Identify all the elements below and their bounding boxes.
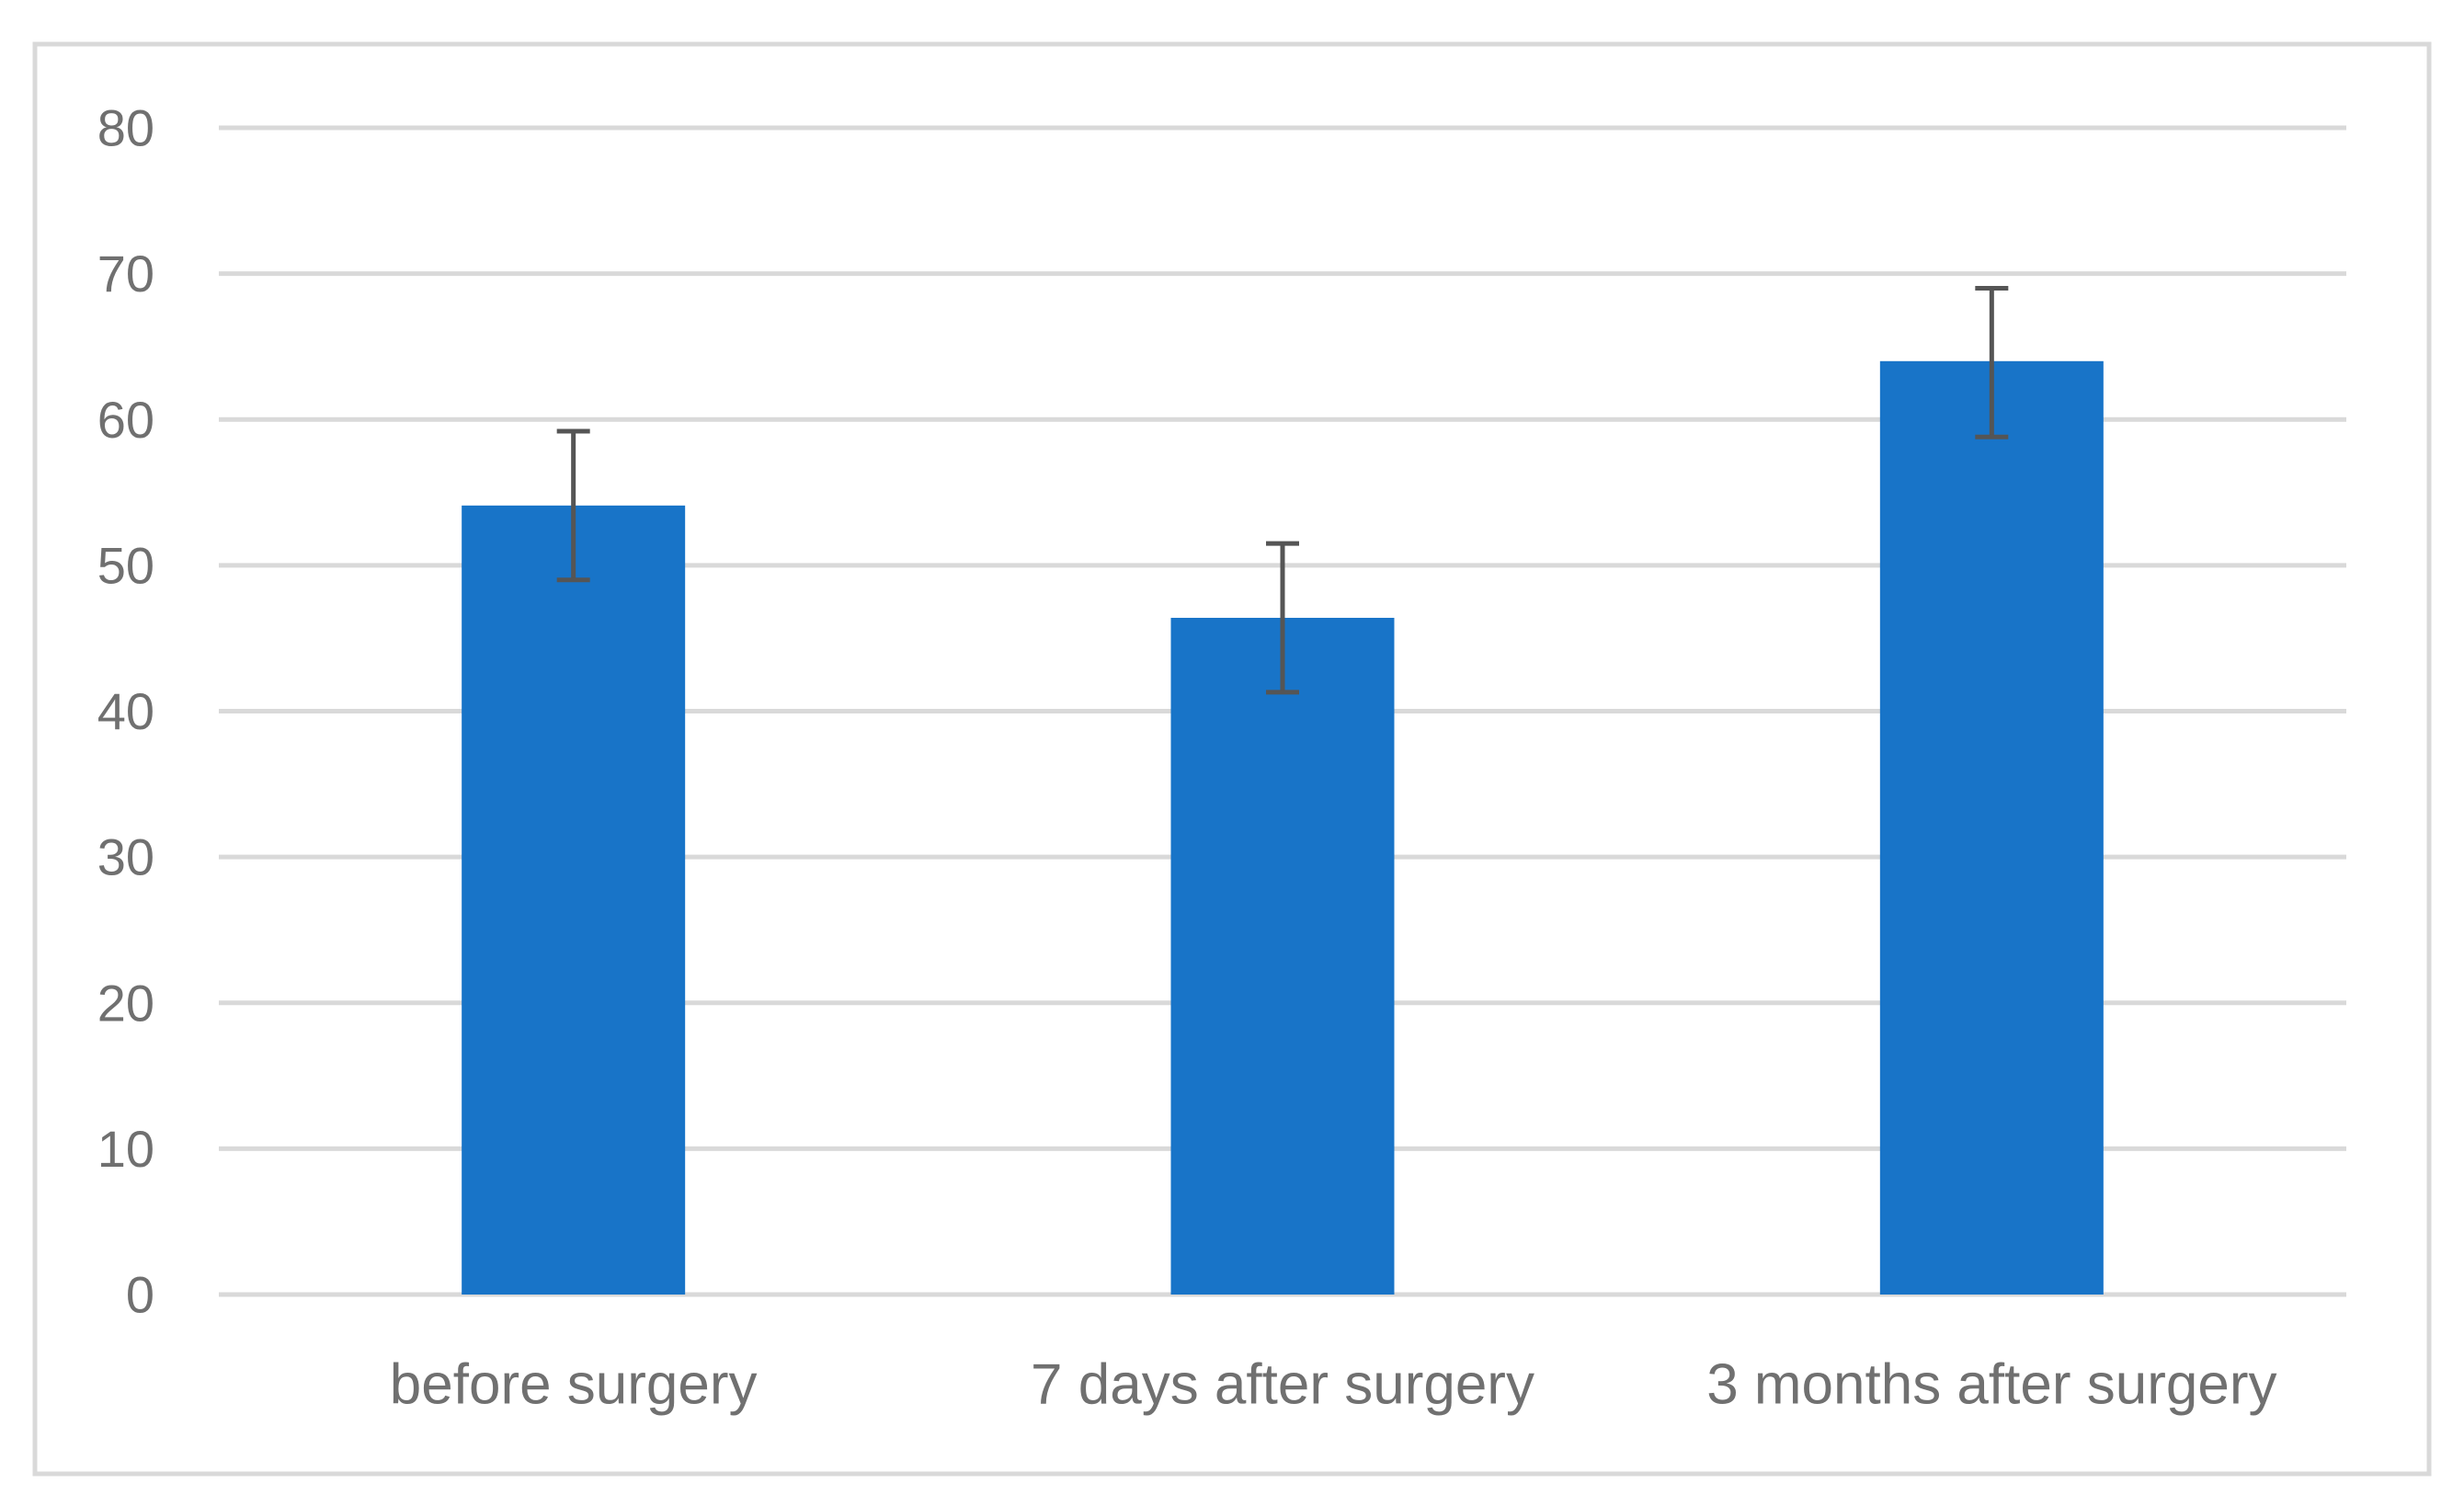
error-bar-1 xyxy=(1266,541,1299,695)
x-axis-tick-labels: before surgery 7 days after surgery 3 mont… xyxy=(390,1353,2277,1417)
y-tick-label: 80 xyxy=(97,99,154,157)
error-bar-0 xyxy=(556,428,590,583)
x-tick-label: 7 days after surgery xyxy=(1031,1353,1534,1417)
y-tick-label: 60 xyxy=(97,391,154,449)
y-tick-label: 40 xyxy=(97,682,154,740)
x-tick-label: before surgery xyxy=(390,1353,758,1417)
y-tick-label: 30 xyxy=(97,828,154,886)
y-tick-label: 0 xyxy=(126,1266,154,1324)
error-bar-2 xyxy=(1975,285,2009,439)
y-tick-label: 70 xyxy=(97,245,154,302)
bars xyxy=(462,360,2104,1295)
bar-2 xyxy=(1879,360,2104,1295)
bar-1 xyxy=(1170,617,1395,1295)
bar-0 xyxy=(462,505,686,1295)
x-tick-label: 3 months after surgery xyxy=(1706,1353,2276,1417)
y-tick-label: 10 xyxy=(97,1120,154,1178)
error-bars xyxy=(556,285,2009,695)
y-tick-label: 50 xyxy=(97,536,154,594)
y-tick-label: 20 xyxy=(97,974,154,1032)
y-axis-tick-labels: 0 10 20 30 40 50 60 70 80 xyxy=(97,99,154,1324)
